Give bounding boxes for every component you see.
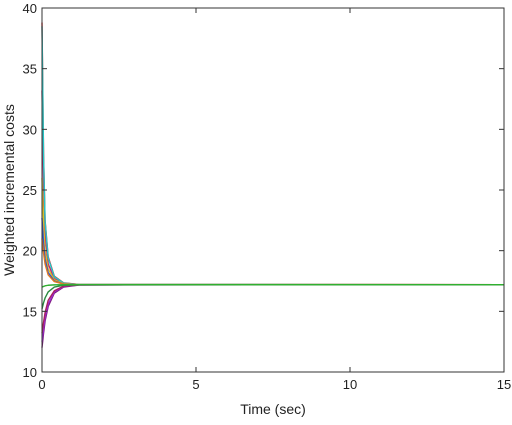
x-tick-label: 10 xyxy=(343,377,357,392)
x-axis-title: Time (sec) xyxy=(240,401,306,417)
y-tick-label: 10 xyxy=(23,365,37,380)
y-tick-label: 20 xyxy=(23,244,37,259)
x-tick-label: 5 xyxy=(192,377,199,392)
y-tick-label: 35 xyxy=(23,62,37,77)
x-tick-label: 15 xyxy=(497,377,511,392)
y-tick-label: 15 xyxy=(23,304,37,319)
y-tick-label: 40 xyxy=(23,1,37,16)
y-axis-title: Weighted incremental costs xyxy=(1,104,17,276)
x-tick-label: 0 xyxy=(38,377,45,392)
y-tick-label: 30 xyxy=(23,122,37,137)
y-tick-label: 25 xyxy=(23,183,37,198)
plot-background xyxy=(42,8,504,372)
